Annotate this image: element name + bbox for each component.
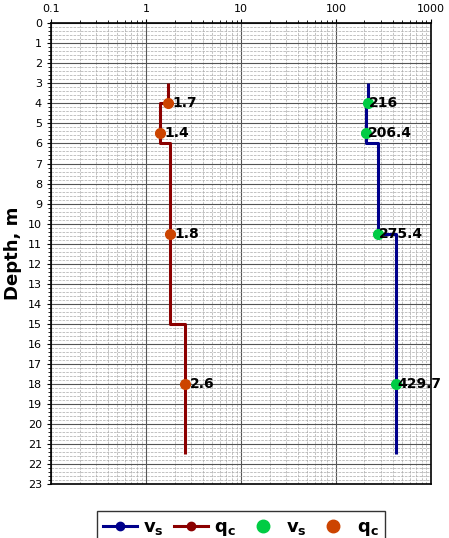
Text: 1.8: 1.8 [175, 226, 200, 240]
Text: 206.4: 206.4 [367, 126, 411, 140]
Y-axis label: Depth, m: Depth, m [4, 207, 22, 300]
Text: 1.7: 1.7 [172, 96, 197, 110]
Text: 275.4: 275.4 [379, 226, 423, 240]
Text: 2.6: 2.6 [190, 377, 215, 391]
Text: 216: 216 [369, 96, 398, 110]
Text: 429.7: 429.7 [398, 377, 442, 391]
Text: 1.4: 1.4 [164, 126, 189, 140]
Legend: $\mathbf{v_s}$, $\mathbf{q_c}$, $\mathbf{v_s}$, $\mathbf{q_c}$: $\mathbf{v_s}$, $\mathbf{q_c}$, $\mathbf… [97, 511, 385, 538]
